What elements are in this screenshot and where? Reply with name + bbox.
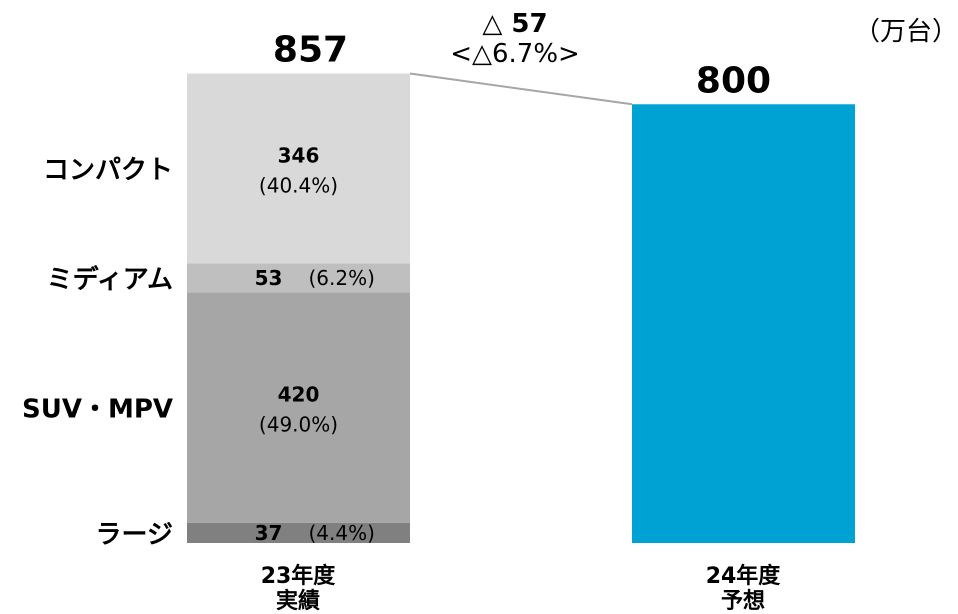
segment-value-compact: 346 bbox=[278, 143, 320, 167]
category-label-23-line1: 23年度 bbox=[261, 563, 337, 589]
segment-name-large: ラージ bbox=[96, 520, 173, 550]
category-label-24-line1: 24年度 bbox=[706, 563, 782, 589]
bar-segment-compact bbox=[187, 73, 410, 264]
total-label-24: 800 bbox=[696, 60, 771, 101]
segment-percent-large: (4.4%) bbox=[309, 521, 375, 545]
labels: ラージ 37 (4.4%) SUV・MPV 420 (49.0%) ミディアム 53 (6.2%… bbox=[22, 143, 375, 549]
segment-name-compact: コンパクト bbox=[43, 155, 173, 185]
bar-segment-medium bbox=[187, 263, 410, 293]
bars bbox=[187, 73, 855, 544]
unit-label: （万台） bbox=[854, 17, 958, 47]
category-label-24-line2: 予想 bbox=[721, 589, 765, 614]
segment-name-suv-mpv: SUV・MPV bbox=[22, 395, 173, 425]
segment-name-medium: ミディアム bbox=[47, 264, 173, 295]
segment-value-suv-mpv: 420 bbox=[278, 383, 320, 407]
total-label-23: 857 bbox=[273, 30, 348, 71]
bar-segment-large bbox=[187, 522, 410, 543]
category-label-23-line2: 実績 bbox=[276, 588, 320, 614]
segment-value-large: 37 bbox=[255, 521, 283, 545]
bar-segment-suv-mpv bbox=[187, 292, 410, 523]
bar-forecast-24 bbox=[632, 104, 855, 544]
change-connector-line bbox=[409, 72, 633, 106]
segment-percent-medium: (6.2%) bbox=[309, 266, 375, 290]
change-value-label: △ 57 bbox=[482, 9, 547, 39]
segment-percent-suv-mpv: (49.0%) bbox=[259, 413, 338, 437]
segment-value-medium: 53 bbox=[255, 266, 283, 290]
segment-percent-compact: (40.4%) bbox=[259, 173, 338, 197]
change-percent-label: <△6.7%> bbox=[450, 39, 580, 69]
